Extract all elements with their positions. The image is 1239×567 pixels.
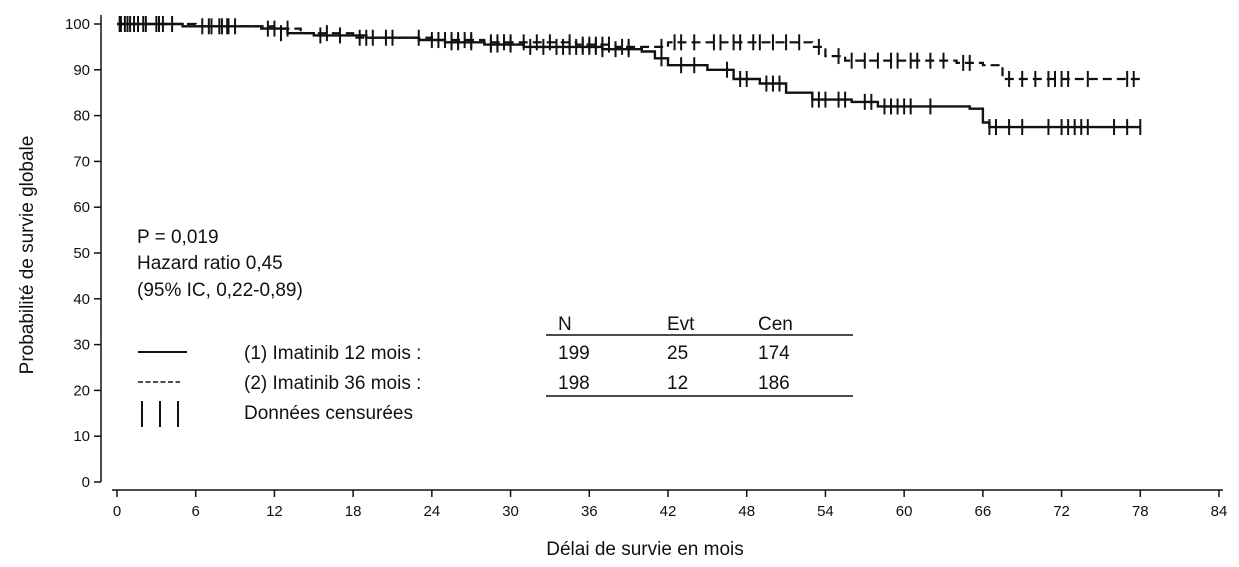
table-header-evt: Evt <box>667 314 695 335</box>
y-tick-label: 70 <box>73 153 90 170</box>
y-axis-title: Probabilité de survie globale <box>17 136 38 375</box>
y-tick-label: 90 <box>73 62 90 79</box>
x-tick-label: 78 <box>1132 503 1149 520</box>
y-tick-label: 0 <box>82 474 90 491</box>
y-tick-label: 60 <box>73 199 90 216</box>
y-tick-label: 30 <box>73 337 90 354</box>
km-curve-solid <box>117 22 1141 129</box>
confidence-interval: (95% IC, 0,22-0,89) <box>137 280 303 301</box>
x-tick-label: 36 <box>581 503 598 520</box>
x-tick-label: 24 <box>424 503 441 520</box>
x-tick-label: 12 <box>266 503 283 520</box>
x-tick-label: 30 <box>502 503 519 520</box>
x-tick-label: 48 <box>738 503 755 520</box>
table-cell-r2-cen: 186 <box>758 373 790 394</box>
x-tick-label: 60 <box>896 503 913 520</box>
y-tick-label: 100 <box>65 16 90 33</box>
y-tick-label: 20 <box>73 382 90 399</box>
table-cell-r1-cen: 174 <box>758 343 790 364</box>
x-tick-label: 66 <box>975 503 992 520</box>
legend-label-censored: Données censurées <box>244 403 413 424</box>
x-tick-label: 42 <box>660 503 677 520</box>
x-axis-title: Délai de survie en mois <box>546 539 743 560</box>
legend-label-36-mois: (2) Imatinib 36 mois : <box>244 373 421 394</box>
km-curve-dashed <box>117 22 1141 81</box>
table-cell-r1-evt: 25 <box>667 343 688 364</box>
p-value: P = 0,019 <box>137 227 219 248</box>
stats-annotation: P = 0,019 Hazard ratio 0,45 (95% IC, 0,2… <box>137 227 303 301</box>
y-tick-label: 40 <box>73 291 90 308</box>
plot-area: 0 10 20 30 40 50 60 70 80 90 100 0 6 12 18 24 30 36 42 48 5… <box>65 15 1227 520</box>
summary-table: N Evt Cen 199 25 174 198 12 186 <box>546 314 853 397</box>
legend: (1) Imatinib 12 mois : (2) Imatinib 36 m… <box>138 343 421 427</box>
x-tick-label: 54 <box>817 503 834 520</box>
legend-label-12-mois: (1) Imatinib 12 mois : <box>244 343 421 364</box>
table-cell-r1-n: 199 <box>558 343 590 364</box>
legend-censor-ticks-icon <box>141 401 179 427</box>
table-cell-r2-evt: 12 <box>667 373 688 394</box>
y-tick-label: 10 <box>73 428 90 445</box>
x-axis-ticks: 0 6 12 18 24 30 36 42 48 54 60 66 72 78 84 <box>113 490 1228 520</box>
table-cell-r2-n: 198 <box>558 373 590 394</box>
x-tick-label: 6 <box>192 503 200 520</box>
y-tick-label: 50 <box>73 245 90 262</box>
y-tick-label: 80 <box>73 108 90 125</box>
series-layer <box>117 16 1142 136</box>
table-header-n: N <box>558 314 572 335</box>
x-tick-label: 84 <box>1211 503 1228 520</box>
x-tick-label: 18 <box>345 503 362 520</box>
hazard-ratio: Hazard ratio 0,45 <box>137 253 283 274</box>
y-axis-ticks: 0 10 20 30 40 50 60 70 80 90 100 <box>65 16 101 491</box>
x-tick-label: 72 <box>1053 503 1070 520</box>
table-header-cen: Cen <box>758 314 793 335</box>
x-tick-label: 0 <box>113 503 121 520</box>
